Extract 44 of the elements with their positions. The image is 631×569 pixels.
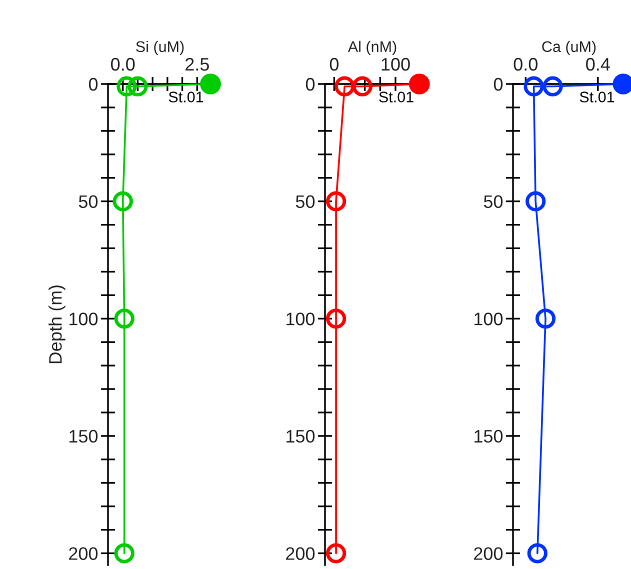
y-tick-label: 50 bbox=[296, 195, 315, 208]
y-tick-label: 0 bbox=[306, 78, 315, 91]
point bbox=[116, 76, 137, 96]
y-tick-label: 50 bbox=[78, 195, 98, 208]
point bbox=[326, 543, 346, 564]
point bbox=[352, 76, 372, 96]
y-tick-label: 200 bbox=[474, 547, 503, 560]
point bbox=[128, 76, 148, 96]
point bbox=[542, 76, 563, 96]
point bbox=[326, 191, 346, 212]
point bbox=[612, 74, 631, 94]
y-tick-label: 50 bbox=[484, 195, 503, 208]
x-tick-label: 0.0 bbox=[514, 58, 538, 71]
y-tick-label: 150 bbox=[70, 430, 98, 443]
point bbox=[334, 76, 355, 96]
y-tick-label: 200 bbox=[69, 547, 98, 560]
series-label: St.01 bbox=[580, 92, 614, 102]
series-label: St.01 bbox=[379, 92, 414, 102]
y-tick-label: 0 bbox=[494, 78, 503, 91]
x-tick-label: 100 bbox=[382, 58, 410, 71]
point bbox=[535, 308, 556, 329]
x-axis-title: Si (uM) bbox=[136, 40, 184, 56]
point bbox=[114, 308, 134, 329]
x-tick-label: 0.0 bbox=[111, 58, 135, 71]
point bbox=[524, 76, 544, 96]
point bbox=[527, 543, 548, 564]
y-tick-label: 150 bbox=[474, 430, 503, 443]
y-tick-label: 150 bbox=[286, 430, 315, 443]
y-tick-label: 100 bbox=[286, 312, 315, 326]
y-tick-label: 100 bbox=[70, 312, 98, 326]
x-axis-title: Ca (uM) bbox=[542, 40, 596, 56]
x-tick-label: 0 bbox=[330, 58, 339, 71]
point bbox=[526, 191, 546, 212]
x-tick-label: 0.4 bbox=[586, 58, 610, 71]
point bbox=[112, 191, 133, 212]
point bbox=[326, 308, 346, 329]
series-label: St.01 bbox=[168, 92, 204, 102]
x-tick-label: 2.5 bbox=[186, 58, 209, 71]
y-tick-label: 200 bbox=[286, 547, 315, 560]
y-tick-label: 0 bbox=[88, 78, 98, 91]
y-axis-title: Depth (m) bbox=[48, 285, 66, 364]
point bbox=[114, 543, 134, 564]
y-tick-label: 100 bbox=[474, 312, 503, 326]
x-axis-title: Al (nM) bbox=[348, 40, 396, 56]
